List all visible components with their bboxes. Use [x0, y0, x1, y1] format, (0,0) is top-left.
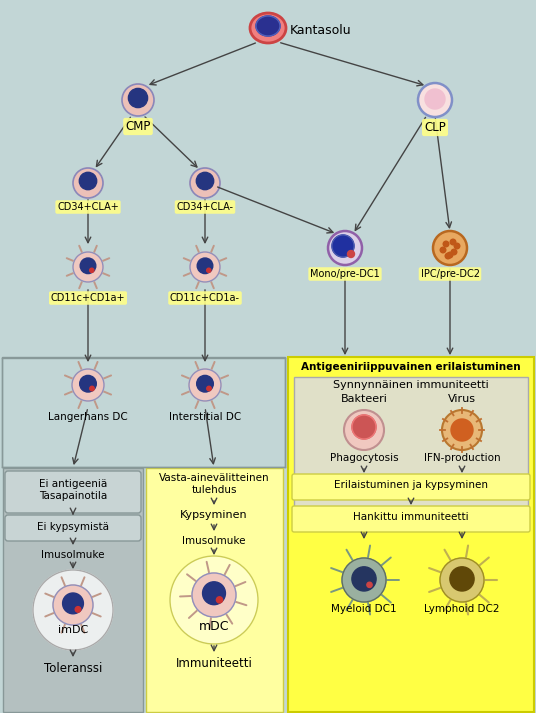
Circle shape: [352, 567, 376, 591]
Circle shape: [80, 258, 96, 274]
Text: Imusolmuke: Imusolmuke: [182, 536, 245, 546]
Circle shape: [425, 89, 445, 109]
Circle shape: [445, 253, 451, 259]
Text: Phagocytosis: Phagocytosis: [330, 453, 398, 463]
Text: Vasta-ainevälitteinen
tulehdus: Vasta-ainevälitteinen tulehdus: [159, 473, 269, 495]
Text: CMP: CMP: [125, 120, 151, 133]
FancyBboxPatch shape: [292, 506, 530, 532]
Circle shape: [203, 582, 226, 605]
FancyBboxPatch shape: [0, 0, 536, 358]
Text: Myeloid DC1: Myeloid DC1: [331, 604, 397, 614]
Text: Ei antigeeniä
Tasapainotila: Ei antigeeniä Tasapainotila: [39, 479, 107, 501]
Circle shape: [342, 558, 386, 602]
Text: imDC: imDC: [58, 625, 88, 635]
FancyBboxPatch shape: [294, 377, 528, 522]
Circle shape: [197, 258, 213, 274]
Circle shape: [443, 241, 449, 247]
Circle shape: [217, 597, 222, 603]
Ellipse shape: [256, 16, 280, 36]
Circle shape: [90, 386, 94, 391]
Circle shape: [73, 252, 103, 282]
Circle shape: [122, 84, 154, 116]
Text: Imusolmuke: Imusolmuke: [41, 550, 105, 560]
Text: Interstitial DC: Interstitial DC: [169, 412, 241, 422]
FancyBboxPatch shape: [2, 357, 285, 467]
Circle shape: [332, 235, 354, 257]
Text: mDC: mDC: [199, 620, 229, 633]
Circle shape: [440, 558, 484, 602]
Circle shape: [328, 231, 362, 265]
Circle shape: [447, 252, 453, 258]
Text: Immuniteetti: Immuniteetti: [176, 657, 252, 670]
Circle shape: [189, 369, 221, 401]
Text: Hankittu immuniteetti: Hankittu immuniteetti: [353, 512, 469, 522]
Text: Kypsyminen: Kypsyminen: [180, 510, 248, 520]
Ellipse shape: [250, 13, 286, 43]
Circle shape: [63, 593, 84, 614]
Circle shape: [72, 369, 104, 401]
Circle shape: [129, 88, 147, 108]
Text: Ei kypsymistä: Ei kypsymistä: [37, 522, 109, 532]
Circle shape: [75, 607, 81, 612]
Text: Bakteeri: Bakteeri: [340, 394, 388, 404]
Text: Antigeeniriippuvainen erilaistuminen: Antigeeniriippuvainen erilaistuminen: [301, 362, 521, 372]
Circle shape: [454, 243, 460, 249]
FancyBboxPatch shape: [5, 471, 141, 513]
FancyBboxPatch shape: [292, 474, 530, 500]
Circle shape: [73, 168, 103, 198]
Text: Langerhans DC: Langerhans DC: [48, 412, 128, 422]
Text: IPC/pre-DC2: IPC/pre-DC2: [421, 269, 480, 279]
Text: CD11c+CD1a-: CD11c+CD1a-: [170, 293, 240, 303]
Text: CD34+CLA-: CD34+CLA-: [176, 202, 234, 212]
Circle shape: [344, 410, 384, 450]
Text: Kantasolu: Kantasolu: [290, 24, 352, 36]
FancyBboxPatch shape: [288, 357, 534, 712]
Circle shape: [80, 376, 96, 392]
FancyBboxPatch shape: [146, 468, 283, 712]
Circle shape: [451, 250, 457, 255]
Circle shape: [197, 376, 213, 392]
Circle shape: [450, 239, 456, 245]
Circle shape: [33, 570, 113, 650]
Circle shape: [451, 419, 473, 441]
Circle shape: [207, 386, 211, 391]
Circle shape: [79, 173, 96, 190]
Circle shape: [207, 268, 211, 272]
FancyBboxPatch shape: [5, 515, 141, 541]
Circle shape: [352, 415, 376, 439]
Circle shape: [433, 231, 467, 265]
Circle shape: [192, 573, 236, 617]
Circle shape: [418, 83, 452, 117]
FancyBboxPatch shape: [3, 468, 143, 712]
Circle shape: [450, 567, 474, 591]
Text: CD34+CLA+: CD34+CLA+: [57, 202, 119, 212]
Circle shape: [190, 252, 220, 282]
Circle shape: [367, 583, 372, 588]
Circle shape: [440, 247, 446, 253]
Text: Lymphoid DC2: Lymphoid DC2: [425, 604, 500, 614]
Circle shape: [190, 168, 220, 198]
Circle shape: [170, 556, 258, 644]
Text: IFN-production: IFN-production: [423, 453, 500, 463]
Text: Erilaistuminen ja kypsyminen: Erilaistuminen ja kypsyminen: [334, 480, 488, 490]
Circle shape: [442, 410, 482, 450]
Text: Virus: Virus: [448, 394, 476, 404]
Text: Toleranssi: Toleranssi: [44, 662, 102, 675]
Circle shape: [196, 173, 214, 190]
Text: Synnynnäinen immuniteetti: Synnynnäinen immuniteetti: [333, 380, 489, 390]
Text: CLP: CLP: [424, 121, 446, 134]
Text: Mono/pre-DC1: Mono/pre-DC1: [310, 269, 380, 279]
Circle shape: [347, 250, 354, 257]
Text: CD11c+CD1a+: CD11c+CD1a+: [51, 293, 125, 303]
Circle shape: [53, 585, 93, 625]
Circle shape: [90, 268, 94, 272]
